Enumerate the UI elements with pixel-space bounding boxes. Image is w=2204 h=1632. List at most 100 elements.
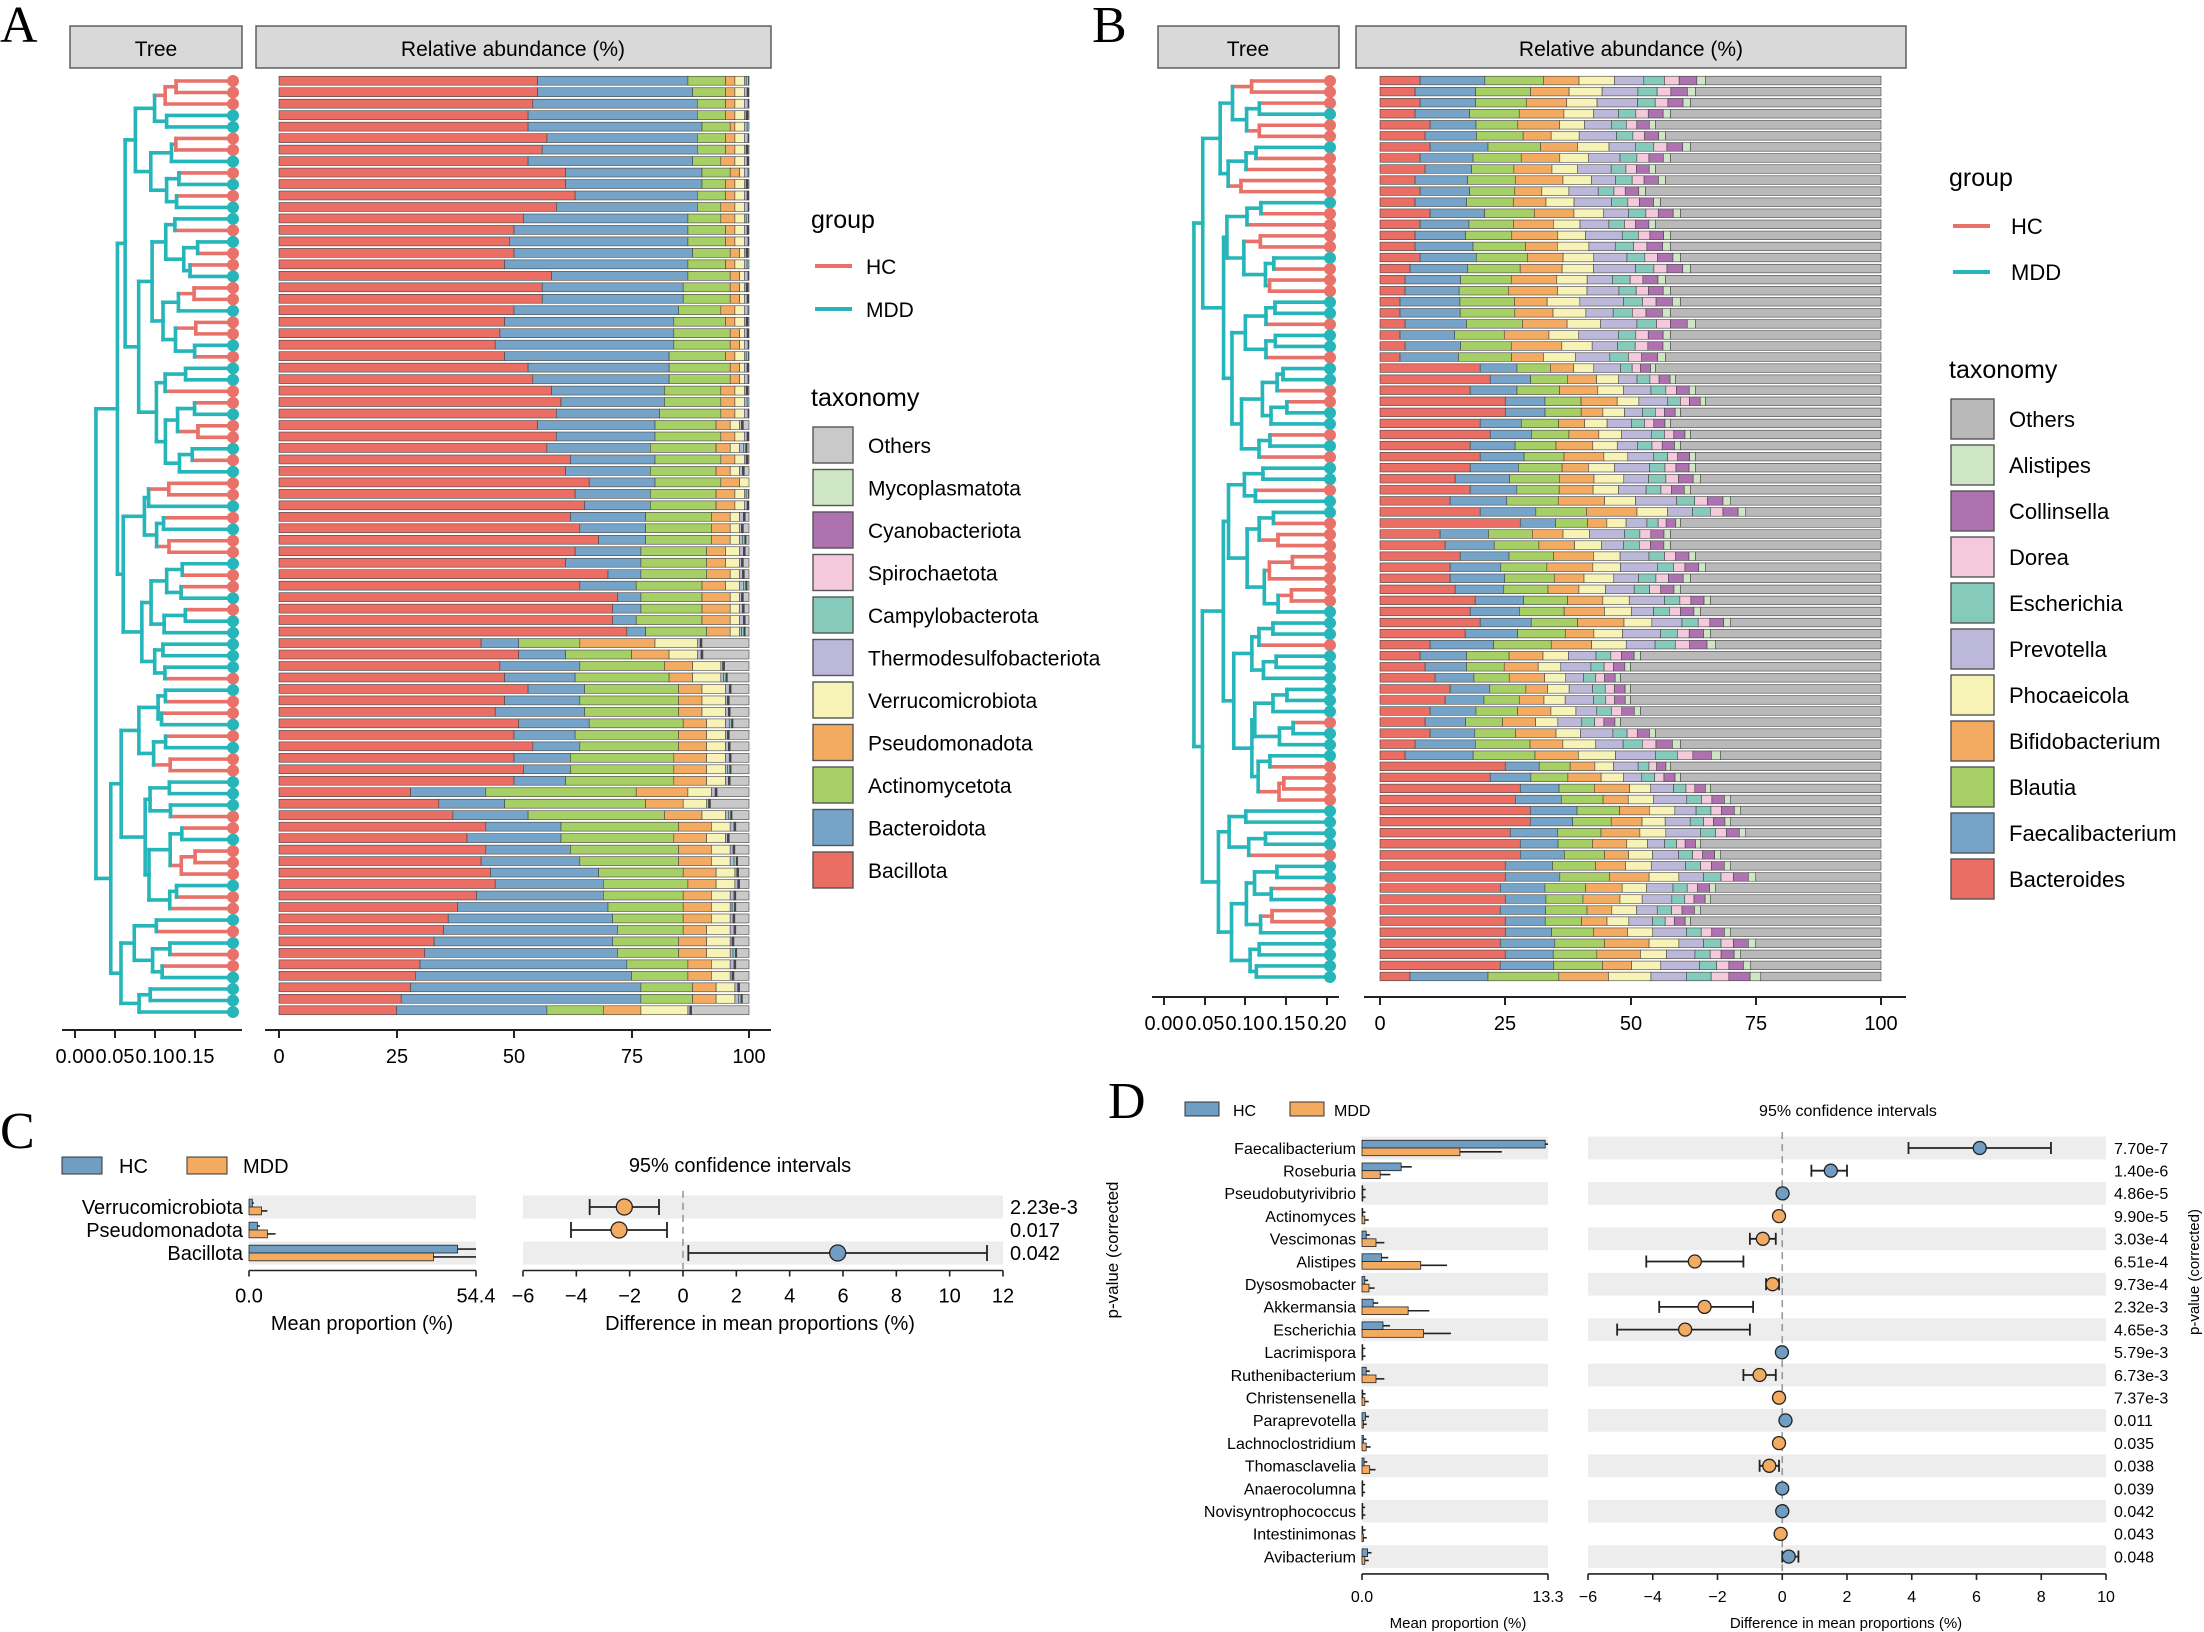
stacked-bar-segment [1624,662,1631,672]
stacked-bar-segment [743,293,748,304]
diff-x-tick-label: 6 [1972,1589,1981,1606]
stacked-bar-segment [1503,584,1549,594]
stacked-bar-segment [1720,949,1735,959]
stacked-bar-segment [1677,451,1690,462]
stacked-bar-segment [1654,98,1669,108]
stacked-bar-segment [1760,971,1882,982]
stacked-bar-segment [1479,617,1532,628]
stacked-bar-segment [447,913,614,924]
stacked-bar-segment [1738,828,1747,838]
tree-tip-point [1324,462,1336,475]
stacked-bar-segment [1684,894,1695,904]
stacked-bar-segment [278,569,609,579]
stacked-bar-segment [1628,916,1653,926]
stacked-bar-segment [727,764,731,775]
hc-mean-bar [1361,1389,1364,1399]
stacked-bar-segment [504,798,646,809]
mdd-mean-bar [1361,1147,1461,1157]
stacked-bar-segment [729,443,740,453]
stacked-bar-segment [716,787,750,798]
stacked-bar-segment [729,821,735,832]
tree-tip-point [1324,108,1336,121]
stacked-bar-segment [1379,252,1421,263]
stacked-bar-segment [734,202,745,212]
stacked-bar-segment [1543,75,1580,86]
stacked-bar-segment [744,512,750,522]
stacked-bar-segment [1620,717,1882,727]
stacked-bar-segment [1625,640,1656,650]
stacked-bar-segment [1663,772,1676,782]
stacked-bar-segment [1614,717,1621,727]
stacked-bar-segment [1568,684,1593,694]
stacked-bar-segment [725,684,730,694]
diff-x-tick-label: −6 [512,1286,535,1308]
stacked-bar-segment [1545,894,1584,904]
stacked-bar-segment [1550,131,1580,141]
stacked-bar-segment [1516,385,1560,395]
stacked-bar-segment [626,626,646,637]
stacked-bar-segment [1560,662,1592,672]
legend-label: Collinsella [2009,499,2110,524]
stacked-bar-segment [278,626,628,637]
stacked-bar-segment [1640,949,1667,959]
stacked-bar-segment [1627,927,1654,937]
stacked-bar-segment [1605,695,1615,705]
stacked-bar-segment [1645,186,1882,196]
stacked-bar-segment [1666,263,1684,274]
stacked-bar-segment [513,753,571,763]
stacked-bar-segment [728,718,732,729]
stacked-bar-segment [278,385,552,396]
stacked-bar-segment [1709,617,1725,628]
stacked-bar-segment [743,408,749,419]
tree-tip-point [1324,915,1336,928]
stacked-bar-segment [701,695,726,706]
stacked-bar-segment [1379,872,1506,882]
category-label: Pseudomonadota [86,1220,244,1242]
tree-tip-point [227,189,239,202]
stacked-bar-segment [1711,861,1725,871]
stacked-bar-segment [1662,109,1671,119]
mdd-mean-bar [1361,1397,1366,1406]
mdd-mean-bar [1361,1261,1422,1270]
stacked-bar-segment [1639,540,1651,550]
stacked-bar-segment [1665,518,1677,528]
stacked-bar-segment [1593,927,1628,937]
stacked-bar-segment [278,730,515,740]
stacked-bar-segment [664,397,722,407]
stacked-bar-segment [1694,949,1711,959]
stacked-bar-segment [574,489,651,499]
stacked-bar-segment [1680,606,1695,617]
stacked-bar-segment [664,661,693,671]
stacked-bar-segment [739,603,743,614]
stacked-bar-segment [1573,197,1612,207]
stacked-bar-segment [588,477,656,488]
panel-a-tree-tick-label: 0.05 [96,1046,135,1068]
stacked-bar-segment [1484,208,1535,218]
stacked-bar-segment [696,202,722,212]
stacked-bar-segment [1604,850,1629,860]
category-label: Anaerocolumna [1244,1481,1356,1498]
stacked-bar-segment [1621,883,1647,893]
stacked-bar-segment [734,305,745,316]
panel-c-mean-proportion-plot: VerrucomicrobiotaPseudomonadotaBacillota… [82,1195,495,1308]
stacked-bar-segment [1622,739,1643,749]
stacked-bar-segment [728,810,731,820]
stacked-bar-segment [1648,164,1656,174]
stacked-bar-segment [1653,197,1661,207]
stacked-bar-segment [678,730,708,740]
stacked-bar-segment [1636,507,1668,517]
stacked-bar-segment [735,902,750,912]
stacked-bar-segment [1682,263,1691,274]
stacked-bar-segment [1559,153,1589,163]
stacked-bar-segment [640,982,693,993]
tree-tip-point [227,350,239,363]
stacked-bar-segment [1704,894,1711,904]
stacked-bar-segment [1706,640,1716,650]
stacked-bar-segment [1379,673,1436,683]
stacked-bar-segment [1379,463,1471,473]
stacked-bar-segment [1379,131,1426,141]
stacked-bar-segment [1527,252,1564,263]
diff-x-tick-label: 8 [2037,1589,2046,1606]
stacked-bar-segment [1379,916,1506,926]
stacked-bar-segment [746,443,750,453]
